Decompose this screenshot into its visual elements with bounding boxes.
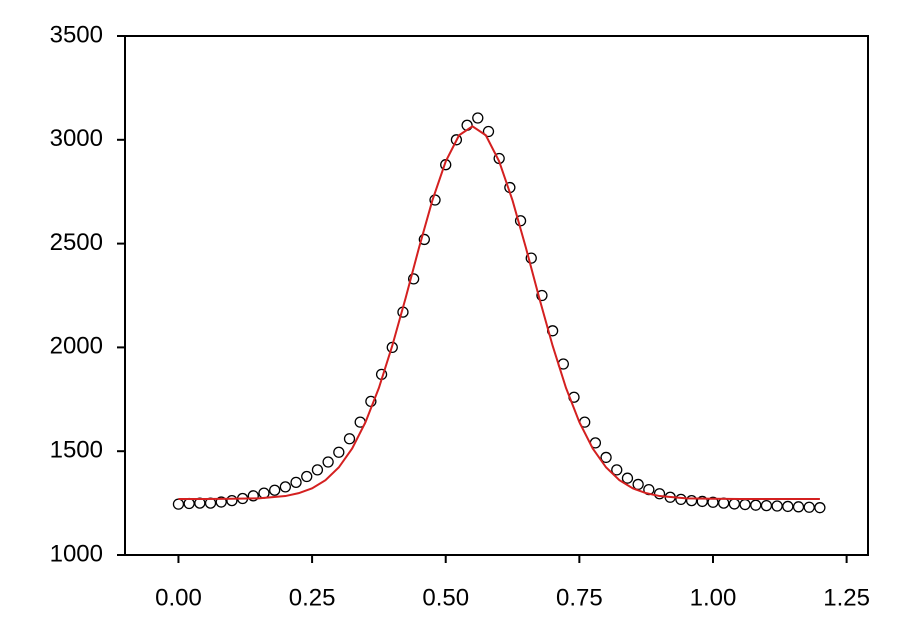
data-point [482, 125, 495, 138]
data-point [226, 494, 238, 507]
data-point [803, 501, 815, 513]
data-point [172, 498, 185, 510]
x-tick-label: 0.00 [155, 584, 202, 611]
data-point [782, 500, 794, 513]
y-tick-label: 3000 [50, 125, 103, 152]
data-point [632, 478, 644, 491]
data-point [322, 456, 334, 468]
y-tick-label: 2500 [50, 229, 103, 256]
data-point [311, 464, 324, 476]
data-point [728, 498, 741, 510]
data-point [707, 496, 719, 508]
x-tick-label: 0.25 [289, 584, 336, 611]
data-point [739, 498, 751, 511]
y-tick-label: 2000 [50, 333, 103, 360]
data-point [301, 470, 313, 483]
data-point [760, 499, 773, 512]
data-point [600, 451, 612, 464]
data-point [269, 484, 281, 496]
data-point [333, 446, 345, 458]
data-point [685, 494, 698, 507]
data-point [472, 112, 484, 124]
y-tick-label: 1500 [50, 437, 103, 464]
y-tick-label: 1000 [50, 540, 103, 567]
data-point [750, 499, 762, 511]
data-point [771, 500, 783, 512]
x-tick-label: 1.25 [823, 584, 870, 611]
x-tick-label: 0.50 [422, 584, 469, 611]
y-tick-label: 3500 [50, 21, 103, 48]
data-point [343, 433, 356, 445]
fit-line [178, 125, 820, 500]
data-point [183, 497, 195, 510]
data-point [675, 493, 687, 506]
data-point [621, 472, 634, 484]
data-point [290, 476, 302, 488]
data-point [611, 464, 623, 476]
data-point [814, 502, 826, 514]
x-tick-label: 1.00 [690, 584, 737, 611]
data-point [279, 481, 292, 493]
x-tick-label: 0.75 [556, 584, 603, 611]
data-point [792, 501, 805, 513]
plot-frame [124, 35, 869, 556]
